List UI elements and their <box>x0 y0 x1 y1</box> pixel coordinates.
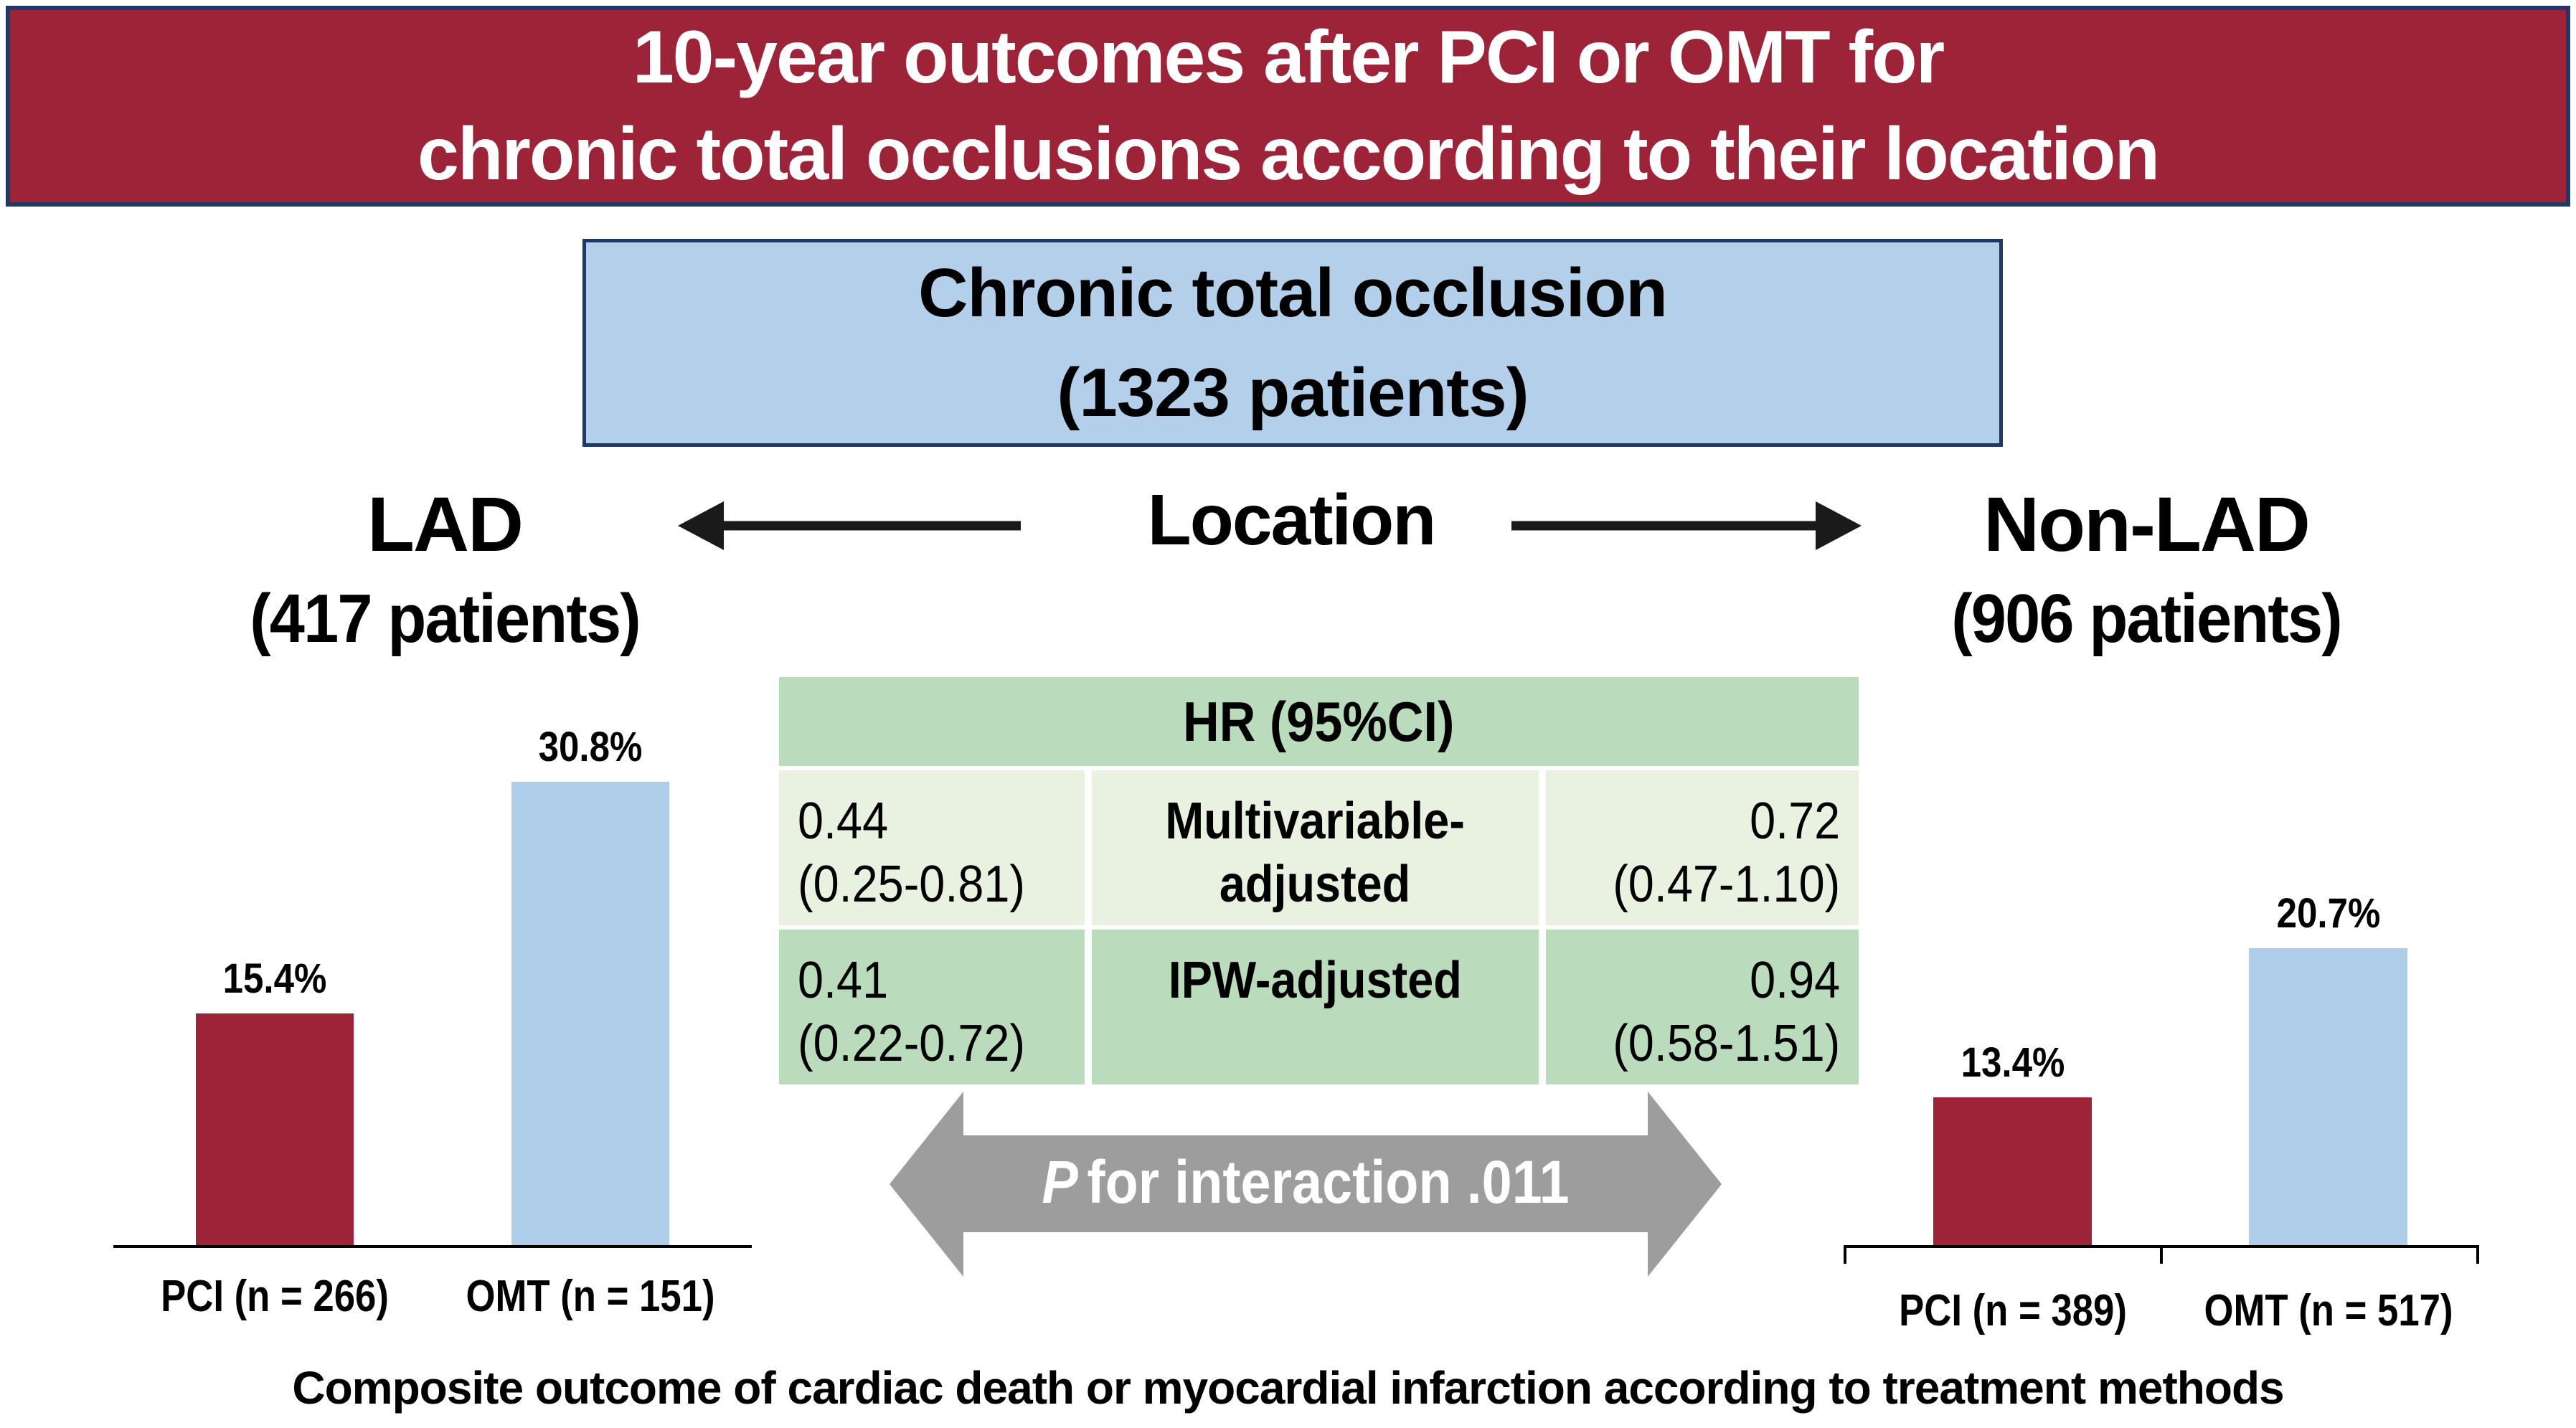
bar-nonlad-omt <box>2249 948 2407 1245</box>
bar-category-label: OMT (n = 517) <box>2203 1286 2453 1335</box>
cto-box-title: Chronic total occlusion <box>918 254 1668 331</box>
axis-tick-nonlad-2 <box>2476 1245 2479 1264</box>
cto-box: Chronic total occlusion (1323 patients) <box>582 239 2003 447</box>
hr-ci: (0.25-0.81) <box>798 855 1025 913</box>
bar-nonlad-pci <box>1933 1097 2092 1245</box>
title-banner: 10-year outcomes after PCI or OMT for ch… <box>6 6 2570 207</box>
model-label-line2: adjusted <box>1219 855 1411 913</box>
arrow-to-nonlad-icon <box>1511 501 1862 550</box>
lad-group-patients: (417 patients) <box>250 580 641 657</box>
p-symbol: P <box>1042 1148 1078 1216</box>
bar-value-label: 20.7% <box>2276 890 2380 937</box>
bar-lad-omt <box>511 782 669 1245</box>
axis-tick-nonlad-0 <box>1844 1245 1846 1264</box>
bar-value-label: 30.8% <box>538 724 643 770</box>
chart-axis-lad <box>113 1245 752 1248</box>
hr-value: 0.72 <box>1749 793 1840 850</box>
hr-table: HR (95%CI) 0.44 (0.25-0.81) Multivariabl… <box>779 677 1859 1084</box>
arrow-to-lad-icon <box>678 501 1021 550</box>
nonlad-group-label: Non-LAD <box>1983 481 2311 567</box>
bar-category-label: PCI (n = 266) <box>161 1272 389 1321</box>
hr-cell-lad-multivariable: 0.44 (0.25-0.81) <box>779 770 1085 925</box>
p-interaction-text: for interaction .011 <box>1087 1148 1570 1216</box>
lad-group-label: LAD <box>367 481 524 567</box>
hr-cell-lad-ipw: 0.41 (0.22-0.72) <box>779 930 1085 1084</box>
bar-category-label: PCI (n = 389) <box>1898 1286 2127 1335</box>
hr-value: 0.94 <box>1749 952 1840 1009</box>
model-label-line1: IPW-adjusted <box>1168 952 1463 1009</box>
location-label: Location <box>1147 480 1437 560</box>
hr-table-header-text: HR (95%CI) <box>1183 689 1455 753</box>
title-line-1: 10-year outcomes after PCI or OMT for <box>632 15 1945 99</box>
bar-value-label: 15.4% <box>222 955 327 1002</box>
figure-caption: Composite outcome of cardiac death or my… <box>292 1362 2284 1414</box>
nonlad-group-patients: (906 patients) <box>1951 580 2342 657</box>
hr-value: 0.41 <box>798 952 889 1009</box>
hr-cell-nonlad-multivariable: 0.72 (0.47-1.10) <box>1546 770 1859 925</box>
hr-cell-nonlad-ipw: 0.94 (0.58-1.51) <box>1546 930 1859 1084</box>
bar-category-label: OMT (n = 151) <box>466 1272 715 1321</box>
hr-cell-model-multivariable: Multivariable- adjusted <box>1092 770 1539 925</box>
hr-ci: (0.22-0.72) <box>798 1014 1025 1072</box>
hr-table-header: HR (95%CI) <box>779 677 1859 766</box>
title-line-2: chronic total occlusions according to th… <box>417 113 2160 196</box>
p-interaction-arrow-shape <box>890 1092 1722 1277</box>
hr-cell-model-ipw: IPW-adjusted <box>1092 930 1539 1084</box>
hr-ci: (0.47-1.10) <box>1613 855 1840 913</box>
hr-value: 0.44 <box>798 793 889 850</box>
cto-box-patients: (1323 patients) <box>1057 354 1529 431</box>
hr-ci: (0.58-1.51) <box>1613 1014 1840 1072</box>
model-label-line1: Multivariable- <box>1165 793 1466 850</box>
bar-lad-pci <box>196 1013 354 1245</box>
bar-value-label: 13.4% <box>1961 1039 2065 1086</box>
axis-tick-nonlad-1 <box>2160 1245 2163 1264</box>
